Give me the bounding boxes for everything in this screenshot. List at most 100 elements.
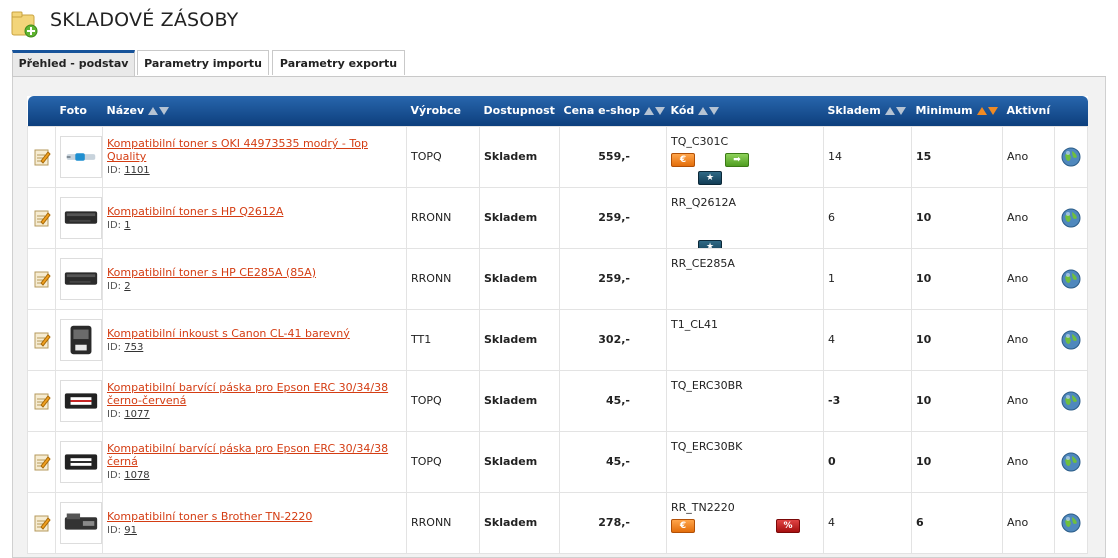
product-id-link[interactable]: 753 — [124, 341, 144, 353]
arrow-badge-icon[interactable]: ➡ — [725, 152, 749, 167]
photo-cell — [55, 308, 103, 371]
percent-badge-icon[interactable]: % — [776, 518, 800, 533]
stock-cell: 6 — [823, 186, 912, 249]
edit-note-icon[interactable] — [33, 453, 51, 471]
price-cell: 559,- — [559, 125, 667, 188]
product-photo[interactable] — [60, 196, 102, 239]
sort-asc-icon[interactable] — [884, 106, 895, 115]
globe-icon[interactable] — [1061, 330, 1081, 350]
edit-note-icon[interactable] — [33, 148, 51, 166]
active-cell: Ano — [1002, 125, 1055, 188]
globe-icon[interactable] — [1061, 391, 1081, 411]
product-name-link[interactable]: Kompatibilní toner s OKI 44973535 modrý … — [107, 137, 368, 163]
tab-parametry-importu[interactable]: Parametry importu — [137, 50, 269, 75]
product-id-link[interactable]: 91 — [124, 524, 137, 536]
sort-kod[interactable] — [697, 105, 720, 118]
edit-cell — [27, 186, 56, 249]
euro-badge-icon[interactable]: € — [671, 518, 695, 533]
edit-cell — [27, 247, 56, 310]
star-badge-icon[interactable]: ★ — [698, 239, 722, 247]
code-cell: TQ_C301C € ➡ ★ — [666, 125, 824, 188]
edit-note-icon[interactable] — [33, 331, 51, 349]
edit-note-icon[interactable] — [33, 209, 51, 227]
page-header: SKLADOVÉ ZÁSOBY — [10, 6, 610, 40]
edit-note-icon[interactable] — [33, 270, 51, 288]
sort-desc-icon[interactable] — [159, 106, 170, 115]
price-cell: 259,- — [559, 247, 667, 310]
tab-parametry-exportu[interactable]: Parametry exportu — [272, 50, 405, 75]
star-badge-glyph: ★ — [705, 172, 715, 183]
tab-prehled-podstav[interactable]: Přehled - podstav — [12, 50, 135, 77]
sort-asc-icon[interactable] — [976, 106, 987, 115]
product-name-link[interactable]: Kompatibilní barvící páska pro Epson ERC… — [107, 381, 389, 407]
product-id-link[interactable]: 1101 — [124, 165, 150, 176]
sort-desc-icon[interactable] — [654, 106, 665, 115]
globe-icon[interactable] — [1061, 147, 1081, 167]
minimum-cell: 10 — [911, 430, 1003, 493]
table-header-row: Foto Název Výrobce Dostupnost Cena e-sho… — [27, 96, 1088, 126]
maker-cell: TOPQ — [406, 430, 480, 493]
product-id: ID: 1078 — [107, 470, 402, 481]
product-photo[interactable] — [60, 257, 102, 300]
product-photo[interactable] — [60, 379, 102, 422]
product-id-label: ID: — [107, 219, 122, 231]
product-name-link[interactable]: Kompatibilní toner s HP CE285A (85A) — [107, 265, 317, 279]
code-cell: TQ_ERC30BK — [666, 430, 824, 493]
product-photo[interactable] — [60, 318, 102, 361]
header-cena-label: Cena e-shop — [563, 104, 640, 117]
product-id-label: ID: — [107, 409, 122, 420]
sort-desc-icon[interactable] — [709, 106, 720, 115]
arrow-badge-glyph: ➡ — [733, 154, 741, 165]
header-kod[interactable]: Kód — [666, 96, 824, 126]
header-minimum-label: Minimum — [915, 104, 973, 117]
product-id-link[interactable]: 1077 — [124, 409, 150, 420]
name-cell: Kompatibilní toner s HP Q2612A ID: 1 — [102, 186, 407, 249]
sort-skladem[interactable] — [884, 105, 906, 118]
sort-cena[interactable] — [643, 105, 665, 118]
header-minimum[interactable]: Minimum — [911, 96, 1003, 126]
sort-asc-icon[interactable] — [698, 106, 709, 115]
product-photo[interactable] — [60, 440, 102, 483]
stock-cell: 0 — [823, 430, 912, 493]
photo-cell — [55, 247, 103, 310]
active-cell: Ano — [1002, 491, 1055, 554]
product-name-link[interactable]: Kompatibilní toner s HP Q2612A — [107, 204, 284, 218]
sort-desc-icon[interactable] — [895, 106, 906, 115]
product-photo[interactable] — [60, 135, 102, 178]
product-name-link[interactable]: Kompatibilní barvící páska pro Epson ERC… — [107, 442, 389, 468]
code-cell: RR_TN2220 €% — [666, 491, 824, 554]
sort-minimum[interactable] — [976, 105, 998, 118]
code-cell: RR_CE285A — [666, 247, 824, 310]
sort-desc-icon[interactable] — [987, 106, 998, 115]
product-name-link[interactable]: Kompatibilní toner s Brother TN-2220 — [107, 509, 313, 523]
sort-nazev[interactable] — [147, 105, 170, 118]
globe-icon[interactable] — [1061, 269, 1081, 289]
product-id-label: ID: — [107, 341, 122, 353]
header-vyrobce: Výrobce — [406, 96, 480, 126]
header-cena[interactable]: Cena e-shop — [559, 96, 667, 126]
globe-icon[interactable] — [1061, 452, 1081, 472]
product-id-link[interactable]: 2 — [124, 280, 131, 292]
product-code: TQ_ERC30BK — [671, 439, 743, 453]
photo-cell — [55, 369, 103, 432]
stock-cell: -3 — [823, 369, 912, 432]
sort-asc-icon[interactable] — [148, 106, 159, 115]
product-code: RR_CE285A — [671, 256, 735, 270]
globe-icon[interactable] — [1061, 208, 1081, 228]
edit-note-icon[interactable] — [33, 514, 51, 532]
globe-icon[interactable] — [1061, 513, 1081, 533]
edit-note-icon[interactable] — [33, 392, 51, 410]
header-nazev[interactable]: Název — [102, 96, 407, 126]
product-photo[interactable] — [60, 501, 102, 544]
star-badge-icon[interactable]: ★ — [698, 170, 722, 185]
header-skladem[interactable]: Skladem — [823, 96, 912, 126]
active-cell: Ano — [1002, 430, 1055, 493]
name-cell: Kompatibilní toner s HP CE285A (85A) ID: … — [102, 247, 407, 310]
header-kod-label: Kód — [670, 104, 695, 117]
product-name-link[interactable]: Kompatibilní inkoust s Canon CL-41 barev… — [107, 326, 350, 340]
euro-badge-glyph: € — [679, 520, 687, 531]
euro-badge-icon[interactable]: € — [671, 152, 695, 167]
product-id-link[interactable]: 1 — [124, 219, 131, 231]
sort-asc-icon[interactable] — [643, 106, 654, 115]
product-id-link[interactable]: 1078 — [124, 470, 150, 481]
